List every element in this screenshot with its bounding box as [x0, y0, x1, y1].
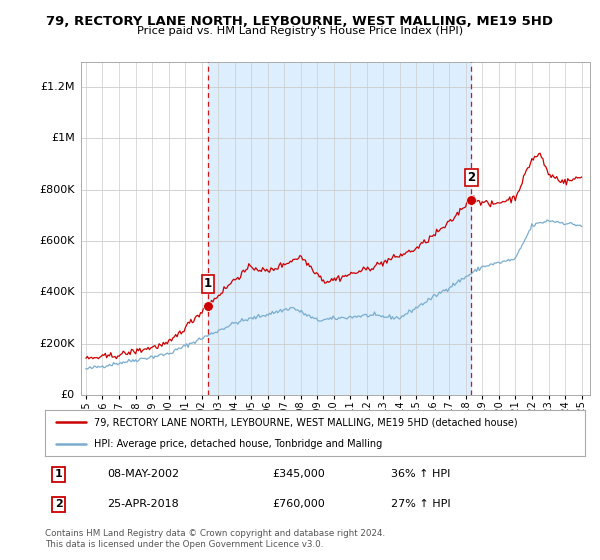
Text: 08-MAY-2002: 08-MAY-2002	[107, 469, 179, 479]
Text: £1M: £1M	[51, 133, 75, 143]
Text: £345,000: £345,000	[272, 469, 325, 479]
Text: 36% ↑ HPI: 36% ↑ HPI	[391, 469, 450, 479]
Text: 2: 2	[467, 171, 475, 184]
Text: 79, RECTORY LANE NORTH, LEYBOURNE, WEST MALLING, ME19 5HD: 79, RECTORY LANE NORTH, LEYBOURNE, WEST …	[47, 15, 554, 27]
Text: £1.2M: £1.2M	[40, 82, 75, 92]
Text: £0: £0	[61, 390, 75, 400]
Text: £760,000: £760,000	[272, 499, 325, 509]
Text: £400K: £400K	[40, 287, 75, 297]
Text: 1: 1	[203, 278, 212, 291]
Text: HPI: Average price, detached house, Tonbridge and Malling: HPI: Average price, detached house, Tonb…	[94, 439, 382, 449]
Text: Price paid vs. HM Land Registry's House Price Index (HPI): Price paid vs. HM Land Registry's House …	[137, 26, 463, 36]
Bar	[208, 62, 472, 395]
Text: 79, RECTORY LANE NORTH, LEYBOURNE, WEST MALLING, ME19 5HD (detached house): 79, RECTORY LANE NORTH, LEYBOURNE, WEST …	[94, 417, 517, 427]
Text: 2: 2	[55, 499, 62, 509]
Text: Contains HM Land Registry data © Crown copyright and database right 2024.
This d: Contains HM Land Registry data © Crown c…	[45, 529, 385, 549]
Text: 1: 1	[55, 469, 62, 479]
Text: £200K: £200K	[40, 339, 75, 348]
Text: 25-APR-2018: 25-APR-2018	[107, 499, 179, 509]
Text: £800K: £800K	[40, 185, 75, 195]
Text: 27% ↑ HPI: 27% ↑ HPI	[391, 499, 450, 509]
Text: £600K: £600K	[40, 236, 75, 246]
